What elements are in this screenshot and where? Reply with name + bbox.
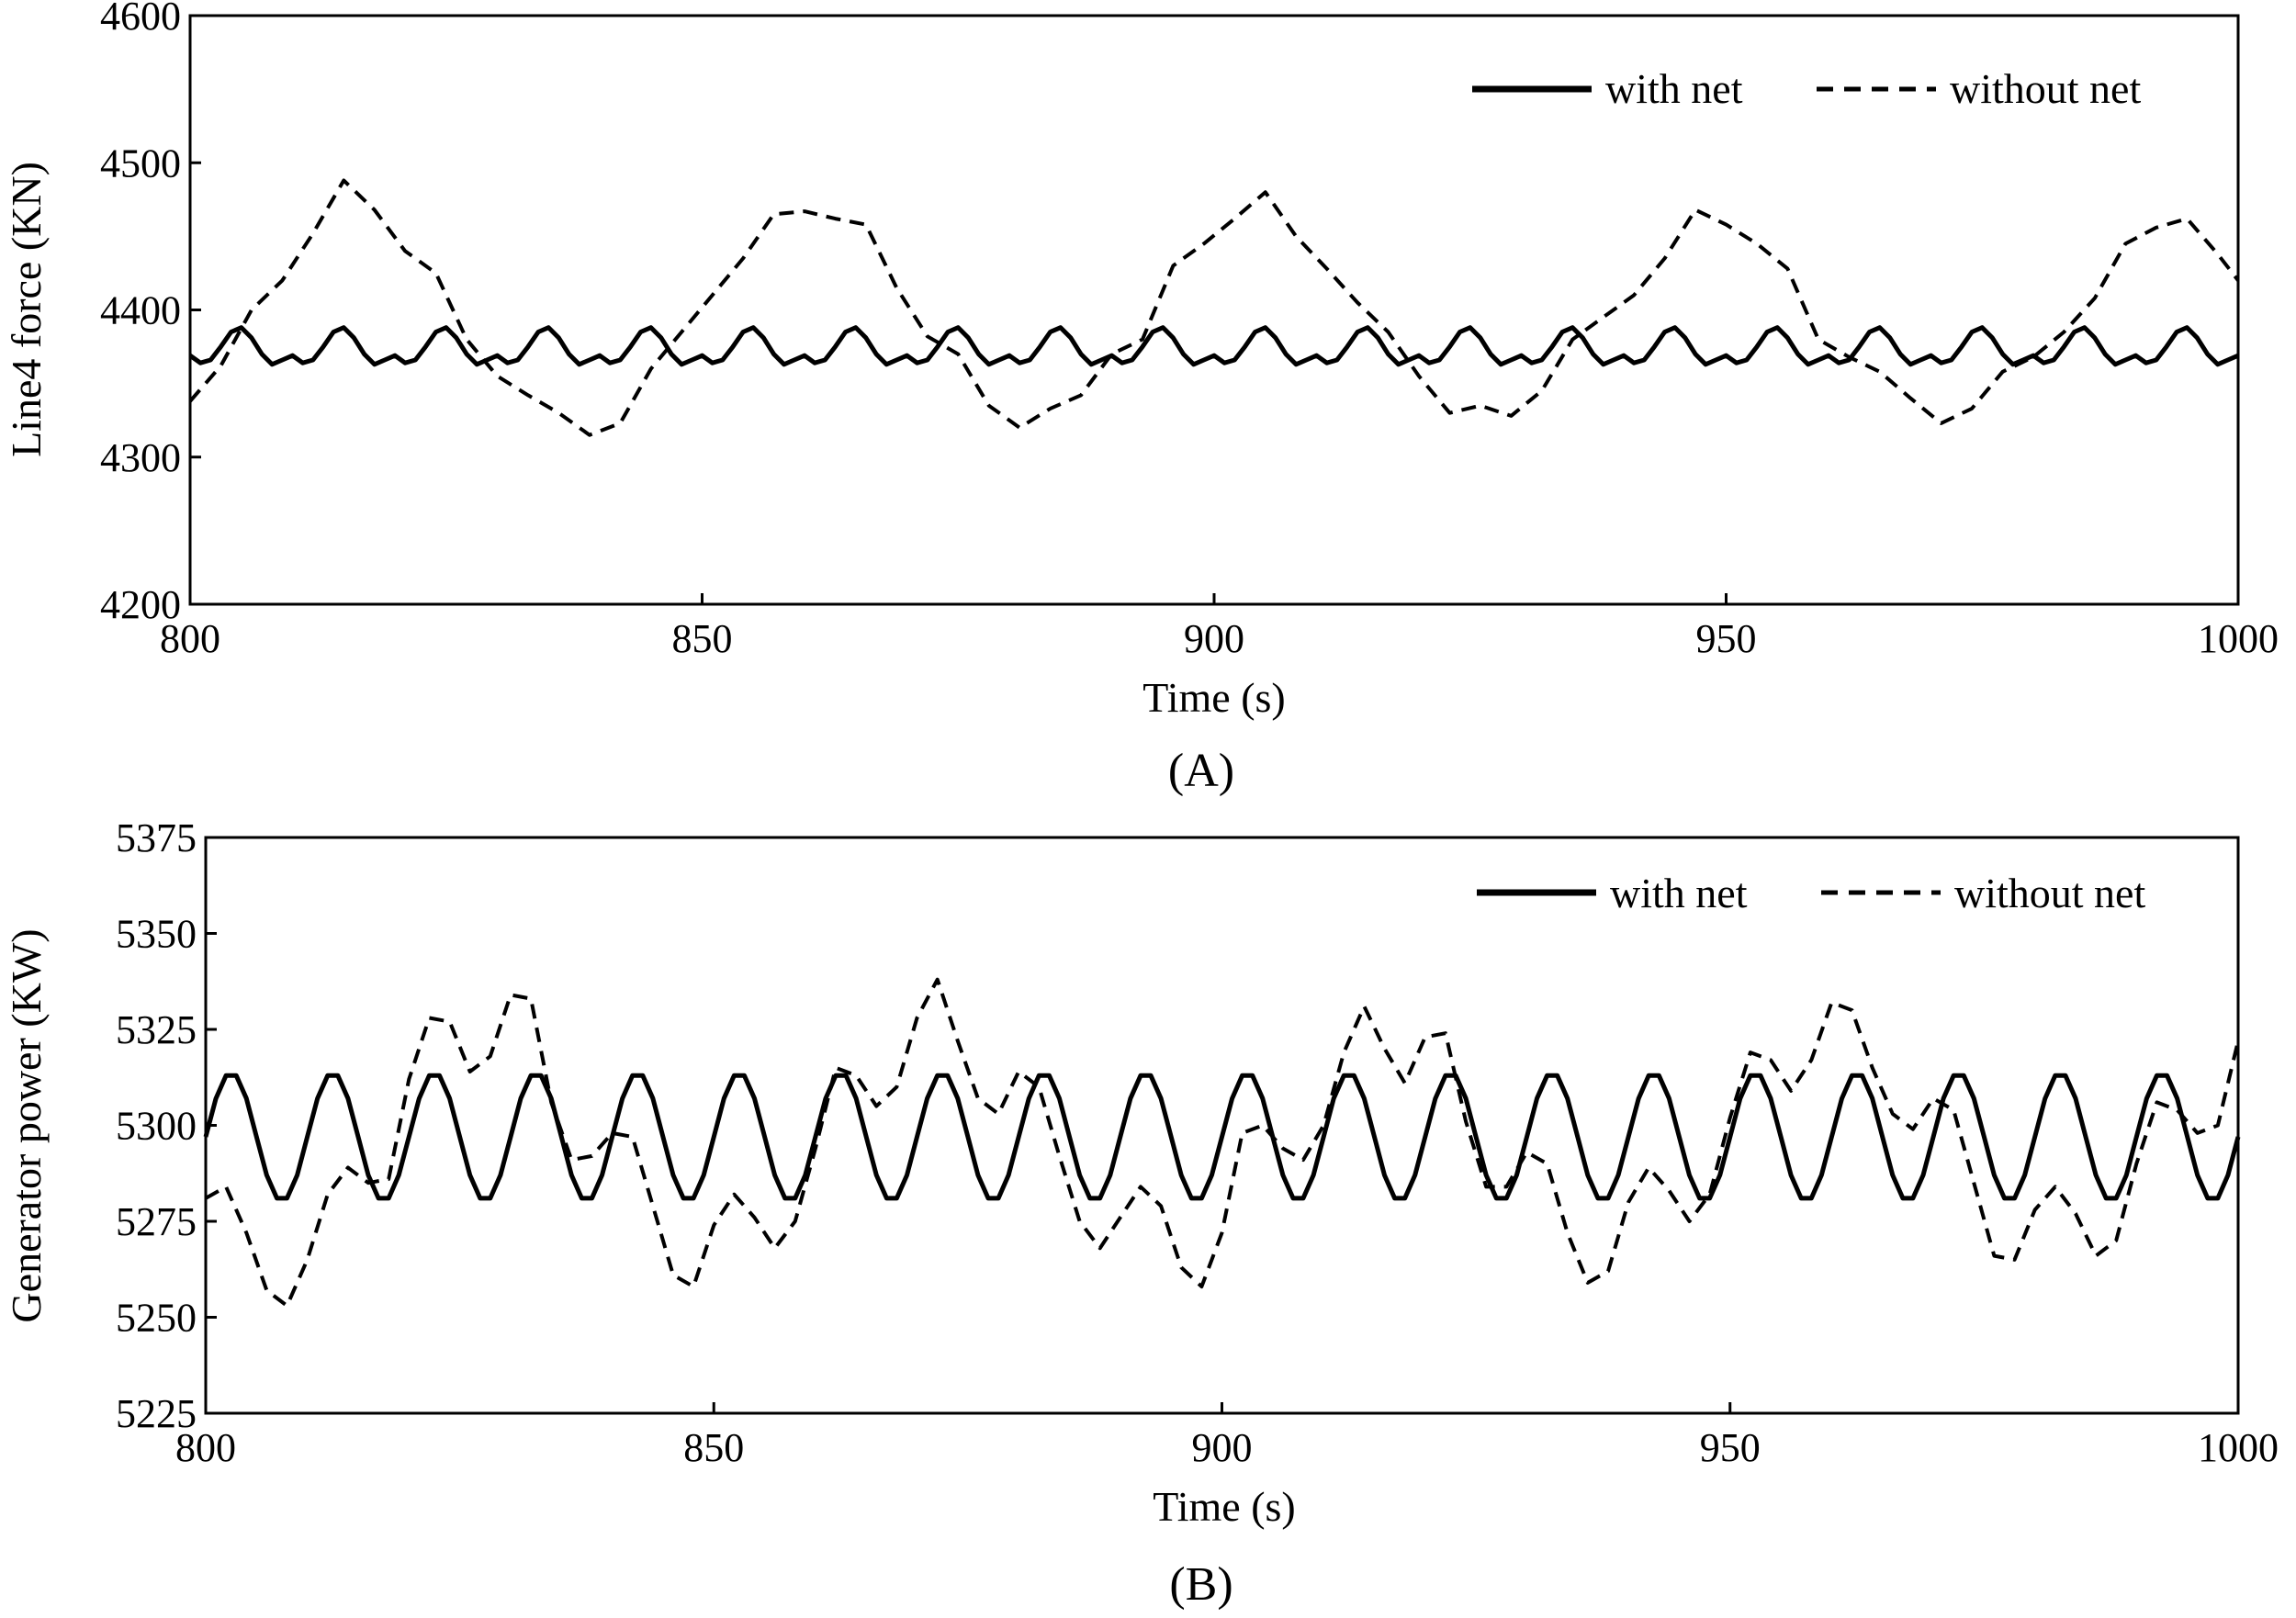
y-tick-label-a-4400: 4400 xyxy=(100,288,181,333)
x-tick-label-a-1000: 1000 xyxy=(2198,616,2279,661)
y-tick-label-b-5275: 5275 xyxy=(116,1199,197,1244)
x-tick-label-b-800: 800 xyxy=(175,1425,236,1470)
x-tick-label-a-900: 900 xyxy=(1184,616,1244,661)
legend-label-without-net-b: without net xyxy=(1954,870,2145,916)
panel-label-b: (B) xyxy=(1169,1558,1232,1611)
legend-label-without-net-a: without net xyxy=(1950,65,2141,112)
x-axis-label-b: Time (s) xyxy=(1153,1483,1296,1530)
x-tick-label-a-800: 800 xyxy=(160,616,220,661)
y-tick-label-b-5250: 5250 xyxy=(116,1296,197,1341)
x-tick-label-b-850: 850 xyxy=(683,1425,744,1470)
panel-label-a: (A) xyxy=(1168,745,1234,797)
plot-frame-a xyxy=(188,14,2240,606)
y-tick-label-b-5225: 5225 xyxy=(116,1391,197,1436)
legend-label-with-net-a: with net xyxy=(1605,65,1743,112)
series-without-net-a xyxy=(188,178,2240,437)
ticks-layer-a: 800 850 900 950 1000 4200 4300 4400 4500 4600 xyxy=(100,0,2279,661)
y-axis-label-a: Line4 force (KN) xyxy=(3,162,50,457)
x-tick-label-b-1000: 1000 xyxy=(2198,1425,2279,1470)
x-tick-label-b-950: 950 xyxy=(1700,1425,1761,1470)
series-layer-a xyxy=(188,178,2240,437)
x-tick-label-b-900: 900 xyxy=(1192,1425,1253,1470)
legend-b: with net without net xyxy=(1477,870,2145,916)
x-tick-label-a-950: 950 xyxy=(1696,616,1757,661)
panel-a-chart: 800 850 900 950 1000 4200 4300 4400 4500 4600 Tim… xyxy=(3,0,2279,797)
series-with-net-b xyxy=(203,1073,2241,1201)
ticks-layer-b: 800 850 900 950 1000 5225 5250 5275 5300 5325 5350… xyxy=(116,815,2279,1470)
panel-b-chart: 800 850 900 950 1000 5225 5250 5275 5300 5325 5350… xyxy=(3,815,2279,1611)
x-tick-label-a-850: 850 xyxy=(672,616,733,661)
y-tick-label-b-5300: 5300 xyxy=(116,1104,197,1149)
x-axis-label-a: Time (s) xyxy=(1142,674,1286,721)
legend-a: with net without net xyxy=(1472,65,2141,112)
series-with-net-a xyxy=(188,325,2239,367)
legend-label-with-net-b: with net xyxy=(1610,870,1748,916)
y-tick-label-a-4300: 4300 xyxy=(100,435,181,480)
y-tick-label-a-4500: 4500 xyxy=(100,140,181,185)
y-tick-label-b-5375: 5375 xyxy=(116,815,197,860)
y-tick-label-b-5325: 5325 xyxy=(116,1007,197,1052)
plot-frame-b xyxy=(204,836,2240,1415)
y-tick-label-b-5350: 5350 xyxy=(116,912,197,957)
series-layer-b xyxy=(203,977,2241,1308)
series-without-net-b xyxy=(205,977,2240,1308)
y-axis-label-b: Generator power (KW) xyxy=(3,928,50,1322)
y-tick-label-a-4600: 4600 xyxy=(100,0,181,39)
y-tick-label-a-4200: 4200 xyxy=(100,582,181,627)
